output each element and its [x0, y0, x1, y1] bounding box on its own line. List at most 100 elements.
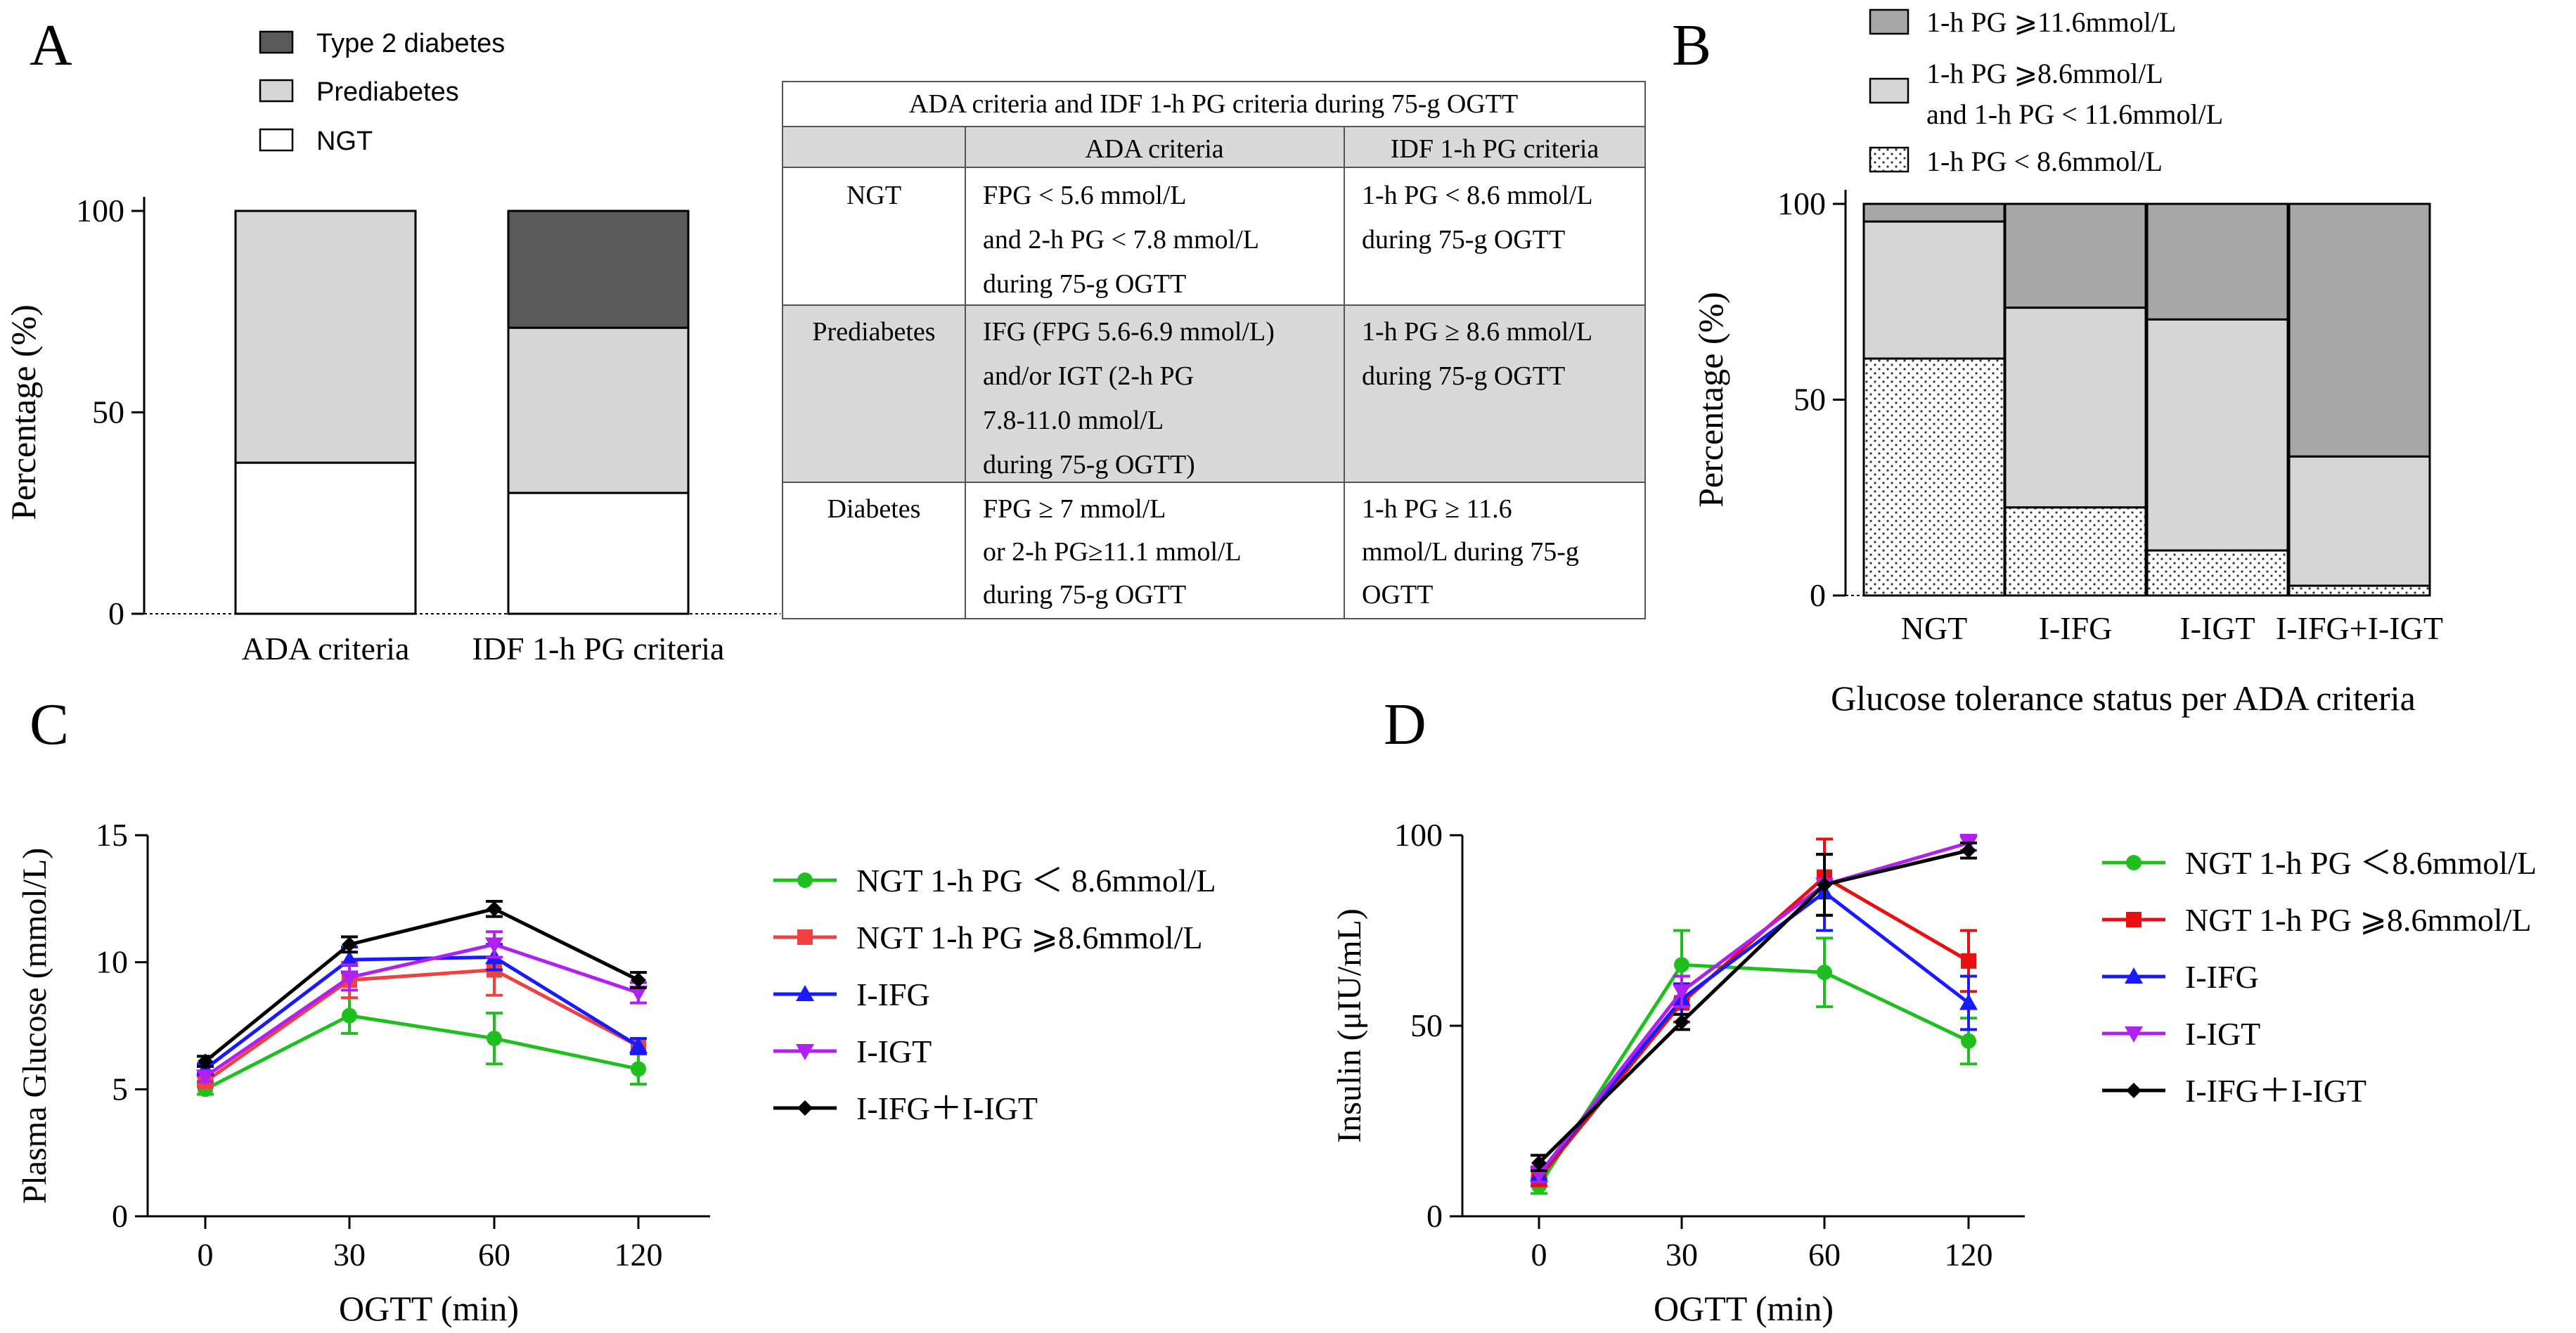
- data-point: [2125, 967, 2143, 984]
- data-point: [196, 1069, 214, 1086]
- data-point: [631, 972, 646, 988]
- y-tick-label: 5: [112, 1071, 128, 1107]
- y-tick-label: 50: [1793, 382, 1826, 418]
- y-axis-label: Percentage (%): [1691, 292, 1730, 508]
- data-point: [487, 901, 502, 917]
- criteria-table: ADA criteria and IDF 1-h PG criteria dur…: [782, 81, 1646, 619]
- legend-label: I-IFG: [856, 977, 930, 1012]
- table-cell-text: mmol/L during 75-g: [1362, 537, 1579, 567]
- y-tick-label: 0: [112, 1198, 128, 1234]
- table-cell-text: 1-h PG < 8.6 mmol/L: [1362, 181, 1593, 210]
- x-tick-label: I-IFG: [2039, 610, 2113, 646]
- legend-swatch-prediabetes: [259, 79, 294, 103]
- series-line: [204, 907, 640, 1063]
- data-point: [797, 872, 813, 888]
- data-point: [340, 951, 359, 967]
- y-axis-label: Percentage (%): [4, 304, 43, 520]
- table-cell-text: FPG < 5.6 mmol/L: [983, 181, 1187, 210]
- x-tick-label: 120: [614, 1237, 663, 1273]
- table-col-idf: IDF 1-h PG criteria: [1391, 134, 1599, 164]
- y-tick-label: 0: [1810, 577, 1826, 613]
- x-tick-label: 120: [1945, 1237, 1993, 1273]
- panel-c: C 0 5 10 15 0 30 60 120 OGTT (min) Plasma Glucose…: [16, 692, 1216, 1328]
- data-point: [1674, 1014, 1689, 1030]
- data-point: [342, 936, 357, 953]
- bar-segment: [2146, 318, 2289, 552]
- table-cell-text: 7.8-11.0 mmol/L: [983, 406, 1164, 435]
- data-point: [1817, 965, 1832, 981]
- bar-segment: [234, 210, 417, 464]
- y-tick-label: 15: [96, 817, 128, 853]
- legend-label-low: 1-h PG < 8.6mmol/L: [1926, 146, 2163, 177]
- table-cell-text: or 2-h PG≥11.1 mmol/L: [983, 537, 1242, 567]
- panel-d: D 0 50 100 0 30 60 120 OGTT (min) Insulin (μIU/m…: [1331, 692, 2537, 1328]
- data-point: [2126, 855, 2142, 870]
- panel-d-chart: 0 50 100 0 30 60 120 OGTT (min) Insulin (μIU/mL)…: [1331, 817, 2537, 1328]
- data-point: [797, 929, 813, 945]
- table-cell-text: during 75-g OGTT): [983, 450, 1195, 479]
- series-line: [204, 955, 640, 1071]
- panel-a-chart: 0 50 100 Percentage (%) ADA criteria IDF 1-h …: [4, 193, 780, 666]
- panel-b-label: B: [1672, 13, 1711, 78]
- table-cell-text: during 75-g OGTT: [1362, 225, 1565, 255]
- data-point: [1674, 957, 1689, 973]
- data-point: [796, 985, 814, 1001]
- y-tick-label: 0: [108, 595, 124, 631]
- panel-c-label: C: [30, 692, 69, 757]
- series-line: [204, 1013, 639, 1091]
- panel-b-chart: 0 50 100 Percentage (%) NGT I-IFG I-IGT I-IFG+I…: [1691, 186, 2443, 718]
- bar-segment: [2004, 202, 2147, 309]
- bar-segment: [1862, 357, 2006, 597]
- data-point: [2126, 912, 2142, 927]
- x-tick-label: 30: [333, 1237, 366, 1273]
- y-tick-label: 10: [96, 944, 128, 980]
- bar-segment: [2004, 307, 2147, 509]
- data-point: [629, 1036, 648, 1053]
- data-point: [1961, 1033, 1976, 1049]
- series-line: [204, 967, 640, 1083]
- x-tick-label: NGT: [1901, 610, 1968, 646]
- y-tick-label: 100: [1777, 186, 1826, 221]
- table-cell-text: OGTT: [1362, 580, 1433, 610]
- legend-label: NGT 1-h PG ⩾8.6mmol/L: [2185, 902, 2532, 938]
- y-axis-label: Plasma Glucose (mmol/L): [16, 848, 53, 1204]
- bar-segment: [2288, 584, 2431, 597]
- x-tick-label: 60: [478, 1237, 510, 1273]
- legend-label-type2: Type 2 diabetes: [316, 29, 505, 58]
- data-point: [1961, 953, 1976, 969]
- legend-label: NGT 1-h PG ⩾8.6mmol/L: [856, 920, 1203, 955]
- panel-a: A Type 2 diabetes Prediabetes NGT 0 50 100…: [4, 13, 1646, 666]
- table-title: ADA criteria and IDF 1-h PG criteria dur…: [909, 89, 1518, 119]
- x-tick-label: 0: [1531, 1237, 1547, 1273]
- x-axis-label: Glucose tolerance status per ADA criteri…: [1831, 678, 2416, 718]
- series-line: [1538, 875, 1970, 1180]
- table-cell-text: IFG (FPG 5.6-6.9 mmol/L): [983, 317, 1275, 347]
- y-tick-label: 0: [1427, 1198, 1443, 1234]
- x-tick-label: 0: [198, 1237, 214, 1273]
- legend-swatch-low: [1869, 146, 1910, 173]
- bar-segment: [507, 491, 690, 615]
- y-tick-label: 100: [1394, 817, 1443, 853]
- data-point: [1531, 1155, 1547, 1171]
- table-cell-text: during 75-g OGTT: [983, 269, 1186, 299]
- panel-a-label: A: [30, 13, 72, 78]
- legend-label: NGT 1-h PG ＜ 8.6mmol/L: [856, 863, 1216, 899]
- data-point: [342, 1007, 357, 1024]
- y-tick-label: 50: [92, 394, 124, 430]
- legend-label: I-IGT: [856, 1033, 932, 1069]
- table-border: [782, 81, 1646, 619]
- y-tick-label: 100: [76, 193, 124, 228]
- legend-swatch-type2: [259, 30, 294, 54]
- data-point: [631, 1061, 646, 1077]
- table-row-diabetes-name: Diabetes: [827, 494, 921, 524]
- table-prediabetes-shade: [783, 305, 1645, 482]
- data-point: [797, 1100, 813, 1116]
- legend-swatch-high: [1869, 8, 1910, 35]
- panel-c-chart: 0 5 10 15 0 30 60 120 OGTT (min) Plasma Glucose (…: [16, 817, 1216, 1328]
- x-tick-label: I-IFG+I-IGT: [2276, 610, 2443, 646]
- panel-b: B 1-h PG ⩾11.6mmol/L 1-h PG ⩾8.6mmol/L a…: [1672, 6, 2443, 718]
- data-point: [2125, 1026, 2143, 1043]
- data-point: [1959, 993, 1978, 1010]
- series-line: [1538, 841, 1969, 1176]
